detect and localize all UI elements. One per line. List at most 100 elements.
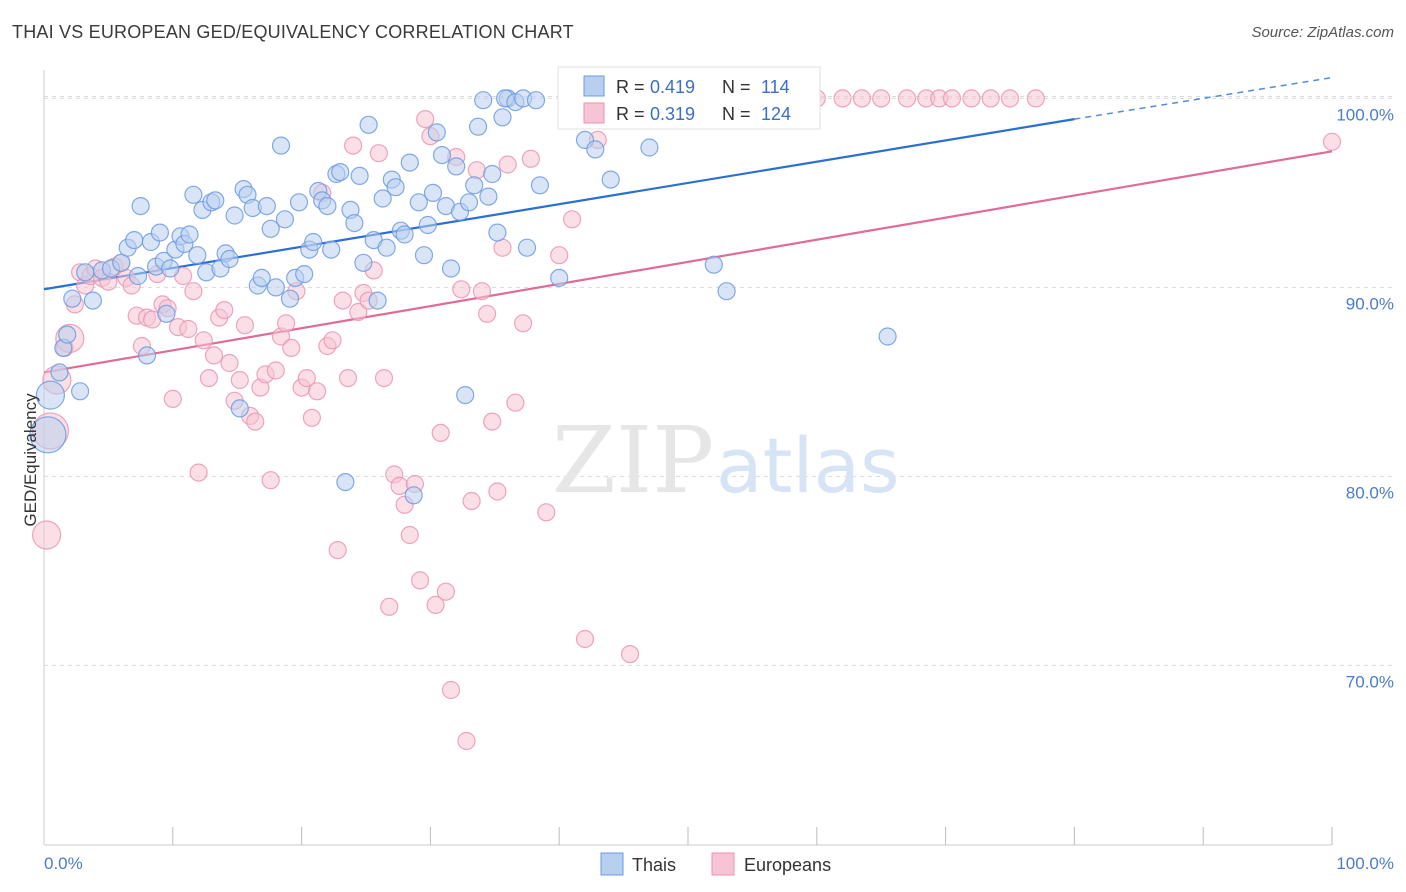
thais-point-16 bbox=[137, 346, 157, 365]
thais-point-8 bbox=[83, 291, 103, 310]
europeans-point-95 bbox=[575, 629, 595, 649]
europeans-point-110 bbox=[833, 89, 852, 108]
legend-eu-n-label: N = bbox=[722, 104, 751, 124]
europeans-trend-solid bbox=[43, 150, 1333, 374]
europeans-point-0 bbox=[31, 520, 62, 550]
europeans-point-93 bbox=[550, 246, 569, 265]
legend-thai-r-value: 0.419 bbox=[650, 77, 695, 97]
europeans-point-121 bbox=[1322, 132, 1342, 151]
europeans-point-117 bbox=[962, 89, 981, 108]
y-tick-label-70: 70.0% bbox=[1346, 672, 1394, 691]
thais-point-104 bbox=[704, 255, 723, 274]
europeans-point-113 bbox=[897, 89, 917, 108]
europeans-point-64 bbox=[374, 369, 394, 388]
series-legend-thai-label: Thais bbox=[632, 855, 676, 875]
thais-point-21 bbox=[157, 304, 176, 323]
europeans-point-89 bbox=[506, 393, 525, 412]
europeans-point-79 bbox=[452, 280, 471, 299]
series-legend-eu-label: Europeans bbox=[744, 855, 831, 875]
legend-eu-swatch bbox=[583, 102, 605, 124]
europeans-point-56 bbox=[333, 291, 352, 310]
thais-point-100 bbox=[586, 140, 605, 159]
thais-point-105 bbox=[717, 282, 736, 301]
europeans-point-91 bbox=[521, 149, 541, 168]
europeans-point-80 bbox=[457, 731, 476, 751]
x-axis-ticks bbox=[172, 827, 1333, 845]
correlation-legend: R = 0.419 N = 114 R = 0.319 N = 124 bbox=[557, 66, 821, 130]
thais-point-14 bbox=[128, 266, 148, 286]
europeans-point-75 bbox=[431, 423, 450, 442]
y-tick-label-90: 90.0% bbox=[1346, 294, 1394, 313]
thais-point-47 bbox=[275, 210, 294, 229]
watermark: ZIP atlas bbox=[552, 407, 900, 514]
thais-point-45 bbox=[266, 278, 285, 297]
europeans-point-86 bbox=[488, 482, 507, 501]
europeans-point-94 bbox=[562, 210, 582, 229]
thais-point-83 bbox=[441, 259, 461, 278]
europeans-point-63 bbox=[369, 144, 388, 163]
thais-point-43 bbox=[257, 197, 276, 216]
thais-point-86 bbox=[456, 386, 475, 405]
europeans-point-76 bbox=[436, 582, 455, 601]
y-axis-label: GED/Equivalency bbox=[21, 393, 40, 527]
thais-point-1 bbox=[35, 380, 66, 410]
thais-point-22 bbox=[161, 259, 180, 278]
legend-thai-n-label: N = bbox=[722, 77, 751, 97]
thais-point-71 bbox=[386, 178, 405, 197]
thais-point-94 bbox=[493, 108, 512, 127]
europeans-point-90 bbox=[513, 314, 533, 333]
europeans-point-51 bbox=[308, 382, 327, 401]
thais-point-48 bbox=[280, 289, 300, 308]
thais-point-102 bbox=[640, 138, 659, 157]
thais-point-106 bbox=[878, 327, 897, 346]
europeans-point-58 bbox=[344, 136, 363, 155]
thais-point-36 bbox=[225, 206, 244, 225]
thais-point-64 bbox=[354, 253, 373, 272]
europeans-point-74 bbox=[426, 595, 445, 615]
europeans-point-30 bbox=[199, 369, 218, 388]
thais-point-69 bbox=[377, 238, 396, 257]
thais-points bbox=[29, 89, 897, 505]
thais-point-80 bbox=[427, 123, 446, 142]
watermark-zip: ZIP bbox=[552, 407, 714, 514]
thais-point-7 bbox=[76, 263, 95, 282]
europeans-point-39 bbox=[246, 412, 265, 431]
thais-point-26 bbox=[180, 225, 199, 244]
europeans-point-65 bbox=[380, 597, 399, 616]
thais-point-62 bbox=[345, 214, 364, 233]
europeans-point-28 bbox=[189, 463, 208, 482]
thais-point-92 bbox=[483, 164, 502, 184]
thais-point-84 bbox=[447, 157, 466, 176]
thais-point-101 bbox=[601, 170, 620, 189]
thais-point-90 bbox=[474, 91, 493, 110]
thais-point-37 bbox=[230, 399, 249, 418]
europeans-point-31 bbox=[204, 346, 224, 365]
thais-point-27 bbox=[184, 185, 203, 204]
europeans-point-72 bbox=[416, 109, 435, 129]
europeans-point-97 bbox=[620, 644, 640, 664]
europeans-point-50 bbox=[302, 408, 321, 427]
thais-point-59 bbox=[331, 163, 350, 182]
legend-eu-n-value: 124 bbox=[761, 104, 791, 124]
thais-point-28 bbox=[188, 246, 207, 265]
thais-point-74 bbox=[400, 153, 419, 172]
thais-point-87 bbox=[459, 193, 479, 212]
europeans-point-85 bbox=[483, 412, 502, 431]
thais-point-13 bbox=[125, 231, 144, 250]
thais-point-98 bbox=[550, 268, 569, 287]
europeans-point-116 bbox=[942, 89, 962, 108]
europeans-point-23 bbox=[163, 389, 182, 408]
europeans-point-59 bbox=[349, 302, 368, 322]
thais-point-76 bbox=[409, 193, 428, 212]
thais-point-93 bbox=[488, 223, 507, 242]
thais-point-91 bbox=[479, 187, 498, 206]
europeans-point-27 bbox=[184, 282, 203, 301]
thais-point-63 bbox=[350, 166, 369, 185]
europeans-point-71 bbox=[411, 571, 430, 590]
thais-point-42 bbox=[252, 268, 271, 287]
thais-point-51 bbox=[295, 265, 314, 284]
thais-point-0 bbox=[29, 416, 67, 454]
y-tick-label-100: 100.0% bbox=[1336, 105, 1394, 124]
thais-point-56 bbox=[318, 197, 337, 216]
legend-thai-r-label: R = bbox=[616, 77, 645, 97]
